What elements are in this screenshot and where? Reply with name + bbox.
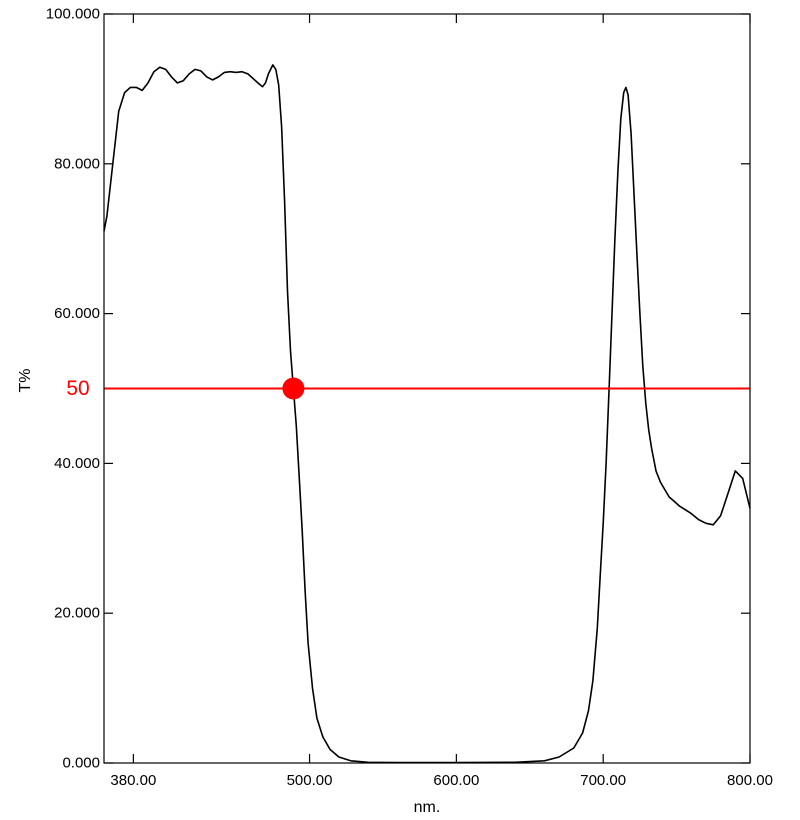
y-tick-label: 40.000 xyxy=(54,455,100,472)
y-tick-label: 80.000 xyxy=(54,155,100,172)
x-tick-label: 800.00 xyxy=(727,772,773,789)
y-tick-label: 0.000 xyxy=(62,755,100,772)
y-tick-label: 20.000 xyxy=(54,605,100,622)
x-axis-ticks: 380.00 500.00 600.00 700.00 800.00 xyxy=(110,14,773,789)
plot-frame xyxy=(103,13,751,764)
y-tick-label: 100.000 xyxy=(46,6,100,23)
reference-line-label: 50 xyxy=(66,377,89,400)
plot-content xyxy=(103,64,751,764)
x-tick-label: 500.00 xyxy=(287,772,333,789)
x-tick-label: 600.00 xyxy=(433,772,479,789)
y-axis-ticks: 0.000 20.000 40.000 60.000 80.000 100.000 xyxy=(46,6,750,772)
y-axis-title: T% xyxy=(17,369,34,393)
fifty-percent-crossing-marker xyxy=(282,377,305,400)
y-tick-label: 60.000 xyxy=(54,305,100,322)
x-axis-title: nm. xyxy=(414,799,441,816)
x-tick-label: 380.00 xyxy=(110,772,156,789)
x-tick-label: 700.00 xyxy=(580,772,626,789)
transmission-series-line xyxy=(103,64,751,764)
